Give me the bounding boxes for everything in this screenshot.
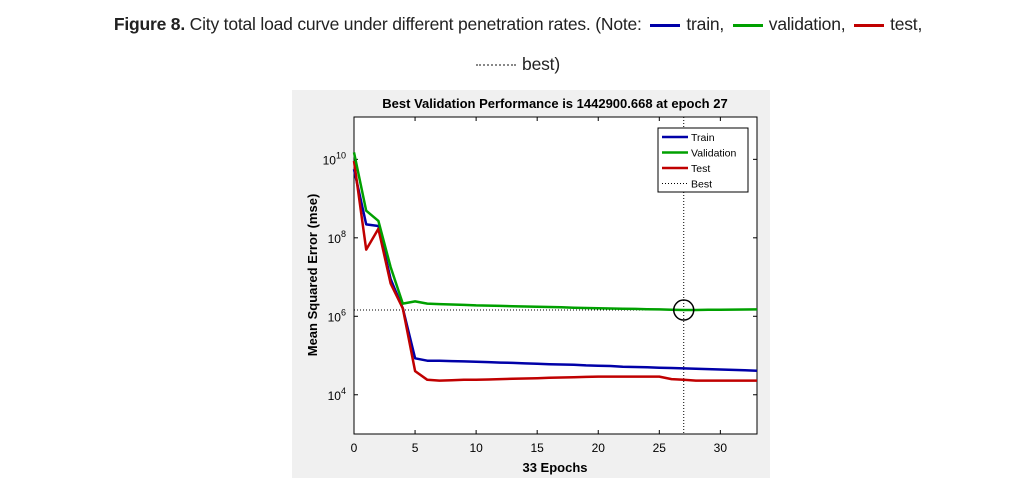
series-line-validation [352, 152, 758, 312]
y-tick-label: 104 [328, 386, 346, 403]
legend-box [657, 127, 749, 193]
x-tick-label: 25 [653, 441, 667, 455]
y-tick-label: 106 [328, 307, 346, 324]
legend-label-best: Best [691, 179, 712, 191]
series-line-test [352, 160, 757, 382]
y-tick-label: 108 [328, 229, 346, 246]
legend-label-train: Train [691, 132, 715, 144]
legend: Train Validation Test Best [657, 127, 749, 193]
x-tick-label: 20 [592, 441, 606, 455]
caption-text: City total load curve under different pe… [189, 14, 642, 34]
best-marker [672, 299, 695, 321]
test-swatch [854, 23, 885, 27]
x-tick-label: 15 [531, 441, 545, 455]
best-swatch [476, 64, 517, 67]
train-swatch [650, 23, 681, 27]
figure-label: Figure 8. [113, 14, 185, 34]
legend-label-validation: Validation [691, 148, 736, 160]
caption-train: train, [686, 14, 725, 34]
figure-caption-line-2: best) [0, 54, 1036, 75]
chart-title: Best Validation Performance is 1442900.6… [382, 96, 727, 111]
figure-caption-line-1: Figure 8. City total load curve under di… [0, 14, 1036, 35]
caption-validation: validation, [768, 14, 846, 34]
x-tick-label: 30 [714, 441, 728, 455]
x-axis-label: 33 Epochs [522, 460, 587, 475]
caption-test: test, [890, 14, 923, 34]
legend-label-test: Test [691, 163, 710, 175]
x-tick-label: 5 [412, 441, 419, 455]
x-tick-label: 0 [351, 441, 358, 455]
validation-swatch [732, 23, 763, 27]
caption-best: best) [522, 54, 560, 74]
y-axis-label: Mean Squared Error (mse) [305, 194, 320, 357]
y-tick-label: 1010 [323, 150, 346, 167]
x-tick-label: 10 [469, 441, 483, 455]
series-line-train [352, 168, 758, 372]
